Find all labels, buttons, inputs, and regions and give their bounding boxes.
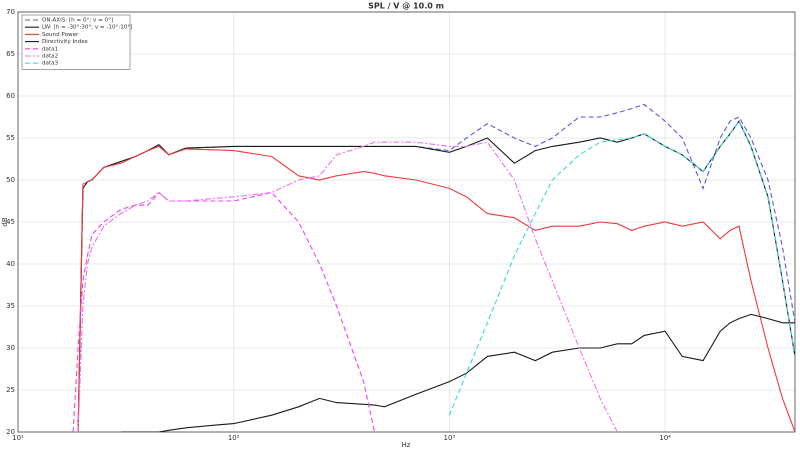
series-line [448,120,795,416]
legend-label: LW: [h = -30°:30°; v = -10°:10°] [42,25,132,31]
series-line [120,313,795,432]
x-tick-label: 10¹ [12,434,24,442]
x-tick-label: 10³ [444,434,456,442]
series-line [77,103,795,432]
y-tick-label: 50 [6,176,15,184]
x-tick-label: 10² [228,434,240,442]
y-tick-label: 70 [6,8,15,16]
y-tick-label: 60 [6,92,15,100]
y-tick-label: 25 [6,386,15,394]
y-tick-label: 55 [6,134,15,142]
y-tick-label: 30 [6,344,15,352]
chart-title: SPL / V @ 10.0 m [368,2,444,11]
x-axis-label: Hz [402,441,411,449]
series-line [77,145,795,432]
plot-frame [17,11,796,433]
series-line [72,191,376,432]
legend-label: data3 [42,61,59,67]
y-tick-label: 45 [6,218,15,226]
y-tick-label: 40 [6,260,15,268]
y-tick-label: 35 [6,302,15,310]
legend-label: Sound Power [42,32,79,38]
legend-label: data2 [42,54,58,60]
legend-label: Directivity Index [42,39,89,45]
y-tick-label: 65 [6,50,15,58]
y-axis-label: dB [1,217,9,226]
legend-label: data1 [42,46,59,52]
x-tick-label: 10⁴ [659,434,671,442]
legend-label: ON-AXIS: [h = 0°; v = 0°] [42,18,113,24]
y-tick-label: 20 [6,428,15,436]
legend-box [21,14,131,70]
